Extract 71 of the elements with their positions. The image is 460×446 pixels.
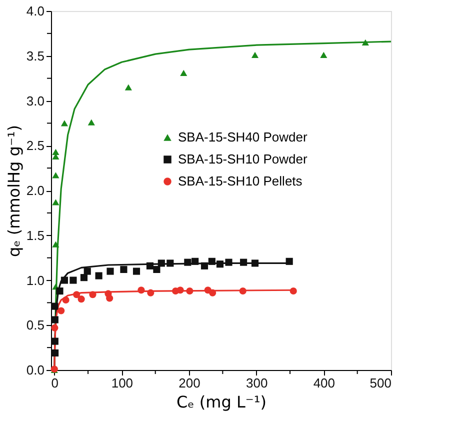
legend-label: SBA-15-SH10 Powder [178, 152, 308, 166]
point [80, 274, 88, 282]
point [62, 296, 70, 304]
x-tick-label: 200 [178, 376, 200, 390]
point [89, 291, 96, 298]
point [251, 260, 259, 267]
point [84, 268, 91, 275]
point [106, 268, 114, 275]
y-tick-label: 1.5 [26, 228, 44, 243]
point [200, 262, 208, 270]
text: 3.0 [26, 93, 44, 108]
text: 0.0 [26, 362, 44, 378]
point [184, 258, 192, 266]
point [124, 84, 132, 90]
point [186, 287, 194, 295]
point [216, 260, 224, 268]
legend-label: SBA-15-SH10 Pellets [178, 174, 303, 188]
point [225, 258, 232, 266]
point [362, 39, 369, 46]
x-tick-label: 400 [313, 376, 336, 390]
point [209, 289, 216, 296]
point [60, 120, 68, 126]
point [138, 286, 145, 294]
point [70, 276, 77, 284]
point [320, 52, 328, 58]
point [52, 172, 60, 178]
point [180, 70, 188, 76]
point [106, 294, 114, 302]
x-tick-label: 100 [111, 376, 134, 390]
x-tick-label: 0 [51, 376, 58, 390]
x-tick-label: 500 [370, 376, 392, 390]
y-tick-label: 2.5 [26, 138, 44, 154]
point [51, 302, 58, 310]
x-tick-label: 300 [246, 376, 268, 390]
text: 2.0 [26, 183, 44, 198]
point [147, 289, 154, 296]
point [52, 349, 59, 356]
point [58, 307, 65, 314]
point [51, 338, 58, 345]
point [251, 52, 259, 58]
point [208, 258, 216, 265]
legend-label: SBA-15-SH40 Powder [178, 130, 308, 144]
point [60, 276, 68, 284]
y-axis-title: qₑ (mmolHg g⁻¹) [4, 124, 24, 258]
point [88, 119, 95, 126]
point [146, 262, 154, 270]
y-tick-label: 0.5 [26, 318, 44, 333]
point [153, 266, 160, 274]
point [51, 316, 58, 324]
y-tick-label: 3.5 [26, 48, 44, 64]
point [120, 266, 128, 274]
point [176, 286, 184, 294]
point [95, 272, 102, 280]
point [56, 287, 64, 295]
point [52, 199, 60, 206]
point [51, 324, 58, 332]
point [78, 296, 85, 303]
point [158, 260, 165, 267]
text: 4.0 [26, 4, 44, 18]
point [290, 287, 297, 295]
text: 1.0 [26, 272, 44, 288]
point [166, 260, 174, 267]
x-axis-title: Cₑ (mg L⁻¹) [176, 392, 267, 412]
point [239, 287, 246, 295]
point [192, 258, 199, 265]
point [286, 258, 293, 265]
point [240, 258, 248, 266]
point [52, 241, 60, 248]
point [73, 291, 80, 298]
point [132, 268, 140, 275]
point [52, 148, 60, 155]
